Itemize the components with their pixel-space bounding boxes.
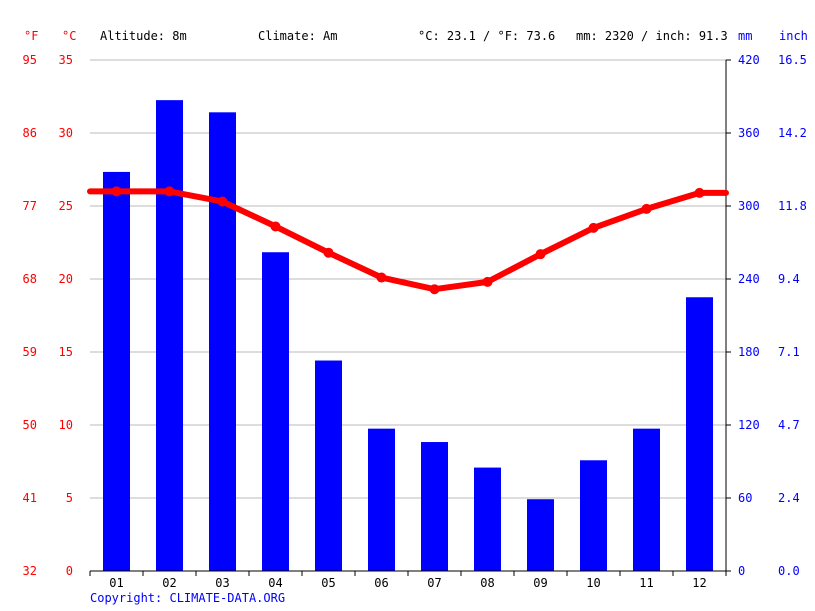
precipitation-bar — [527, 499, 554, 571]
temperature-series-line — [87, 188, 729, 293]
precipitation-bar — [633, 428, 660, 571]
month-tick-label: 12 — [692, 576, 706, 590]
fahrenheit-tick-label: 77 — [23, 199, 37, 213]
fahrenheit-tick-label: 68 — [23, 272, 37, 286]
temperature-line — [87, 186, 729, 295]
precipitation-bars — [103, 100, 713, 572]
temperature-point — [270, 221, 281, 232]
precipitation-bar — [474, 467, 501, 571]
grid-lines — [90, 59, 726, 499]
precipitation-bar — [686, 297, 713, 571]
temperature-point — [588, 222, 599, 233]
precipitation-bar — [580, 460, 607, 571]
temperature-point — [482, 276, 493, 287]
mm-tick-label: 420 — [738, 53, 760, 67]
temperature-point — [694, 187, 705, 198]
month-tick-label: 11 — [639, 576, 653, 590]
precipitation-bar — [368, 428, 395, 571]
month-tick-label: 09 — [533, 576, 547, 590]
temperature-average-label: °C: 23.1 / °F: 73.6 — [418, 29, 555, 43]
climate-label: Climate: Am — [258, 29, 337, 43]
month-tick-label: 01 — [109, 576, 123, 590]
inch-tick-label: 14.2 — [778, 126, 807, 140]
mm-tick-label: 300 — [738, 199, 760, 213]
fahrenheit-tick-label: 95 — [23, 53, 37, 67]
tick-labels: 32 0 0 0.0 41 5 60 2.4 50 10 120 4.7 59 15 180 7.1 68 20 2… — [23, 53, 807, 590]
month-tick-label: 07 — [427, 576, 441, 590]
inch-tick-label: 16.5 — [778, 53, 807, 67]
inch-tick-label: 9.4 — [778, 272, 800, 286]
axes — [89, 59, 731, 576]
inch-unit-label: inch — [779, 29, 808, 43]
month-tick-label: 10 — [586, 576, 600, 590]
temperature-point — [535, 249, 546, 260]
temperature-point — [429, 284, 440, 295]
celsius-tick-label: 0 — [66, 564, 73, 578]
copyright-link[interactable]: Copyright: CLIMATE-DATA.ORG — [90, 591, 286, 605]
inch-tick-label: 4.7 — [778, 418, 800, 432]
celsius-tick-label: 15 — [59, 345, 73, 359]
celsius-tick-label: 5 — [66, 491, 73, 505]
inch-tick-label: 2.4 — [778, 491, 800, 505]
fahrenheit-tick-label: 32 — [23, 564, 37, 578]
precipitation-total-label: mm: 2320 / inch: 91.3 — [576, 29, 728, 43]
mm-tick-label: 360 — [738, 126, 760, 140]
inch-tick-label: 0.0 — [778, 564, 800, 578]
precipitation-bar — [156, 100, 183, 572]
temperature-point — [641, 203, 652, 214]
fahrenheit-tick-label: 50 — [23, 418, 37, 432]
month-tick-label: 04 — [268, 576, 282, 590]
fahrenheit-tick-label: 86 — [23, 126, 37, 140]
month-tick-label: 06 — [374, 576, 388, 590]
altitude-label: Altitude: 8m — [100, 29, 187, 43]
fahrenheit-tick-label: 59 — [23, 345, 37, 359]
celsius-tick-label: 10 — [59, 418, 73, 432]
fahrenheit-unit-label: °F — [24, 29, 38, 43]
precipitation-bar — [315, 360, 342, 571]
month-tick-label: 03 — [215, 576, 229, 590]
month-tick-label: 05 — [321, 576, 335, 590]
month-tick-label: 08 — [480, 576, 494, 590]
mm-unit-label: mm — [738, 29, 752, 43]
temperature-point — [323, 247, 334, 258]
precipitation-bar — [209, 112, 236, 572]
celsius-tick-label: 30 — [59, 126, 73, 140]
fahrenheit-tick-label: 41 — [23, 491, 37, 505]
celsius-tick-label: 25 — [59, 199, 73, 213]
mm-tick-label: 60 — [738, 491, 752, 505]
precipitation-bar — [421, 442, 448, 571]
precipitation-bar — [103, 171, 130, 571]
mm-tick-label: 120 — [738, 418, 760, 432]
temperature-point — [217, 196, 228, 207]
month-tick-label: 02 — [162, 576, 176, 590]
mm-tick-label: 240 — [738, 272, 760, 286]
temperature-point — [376, 272, 387, 283]
temperature-point — [111, 186, 122, 197]
inch-tick-label: 7.1 — [778, 345, 800, 359]
mm-tick-label: 0 — [738, 564, 745, 578]
mm-tick-label: 180 — [738, 345, 760, 359]
celsius-unit-label: °C — [62, 29, 76, 43]
celsius-tick-label: 35 — [59, 53, 73, 67]
celsius-tick-label: 20 — [59, 272, 73, 286]
precipitation-bar — [262, 252, 289, 571]
inch-tick-label: 11.8 — [778, 199, 807, 213]
temperature-point — [164, 186, 175, 197]
